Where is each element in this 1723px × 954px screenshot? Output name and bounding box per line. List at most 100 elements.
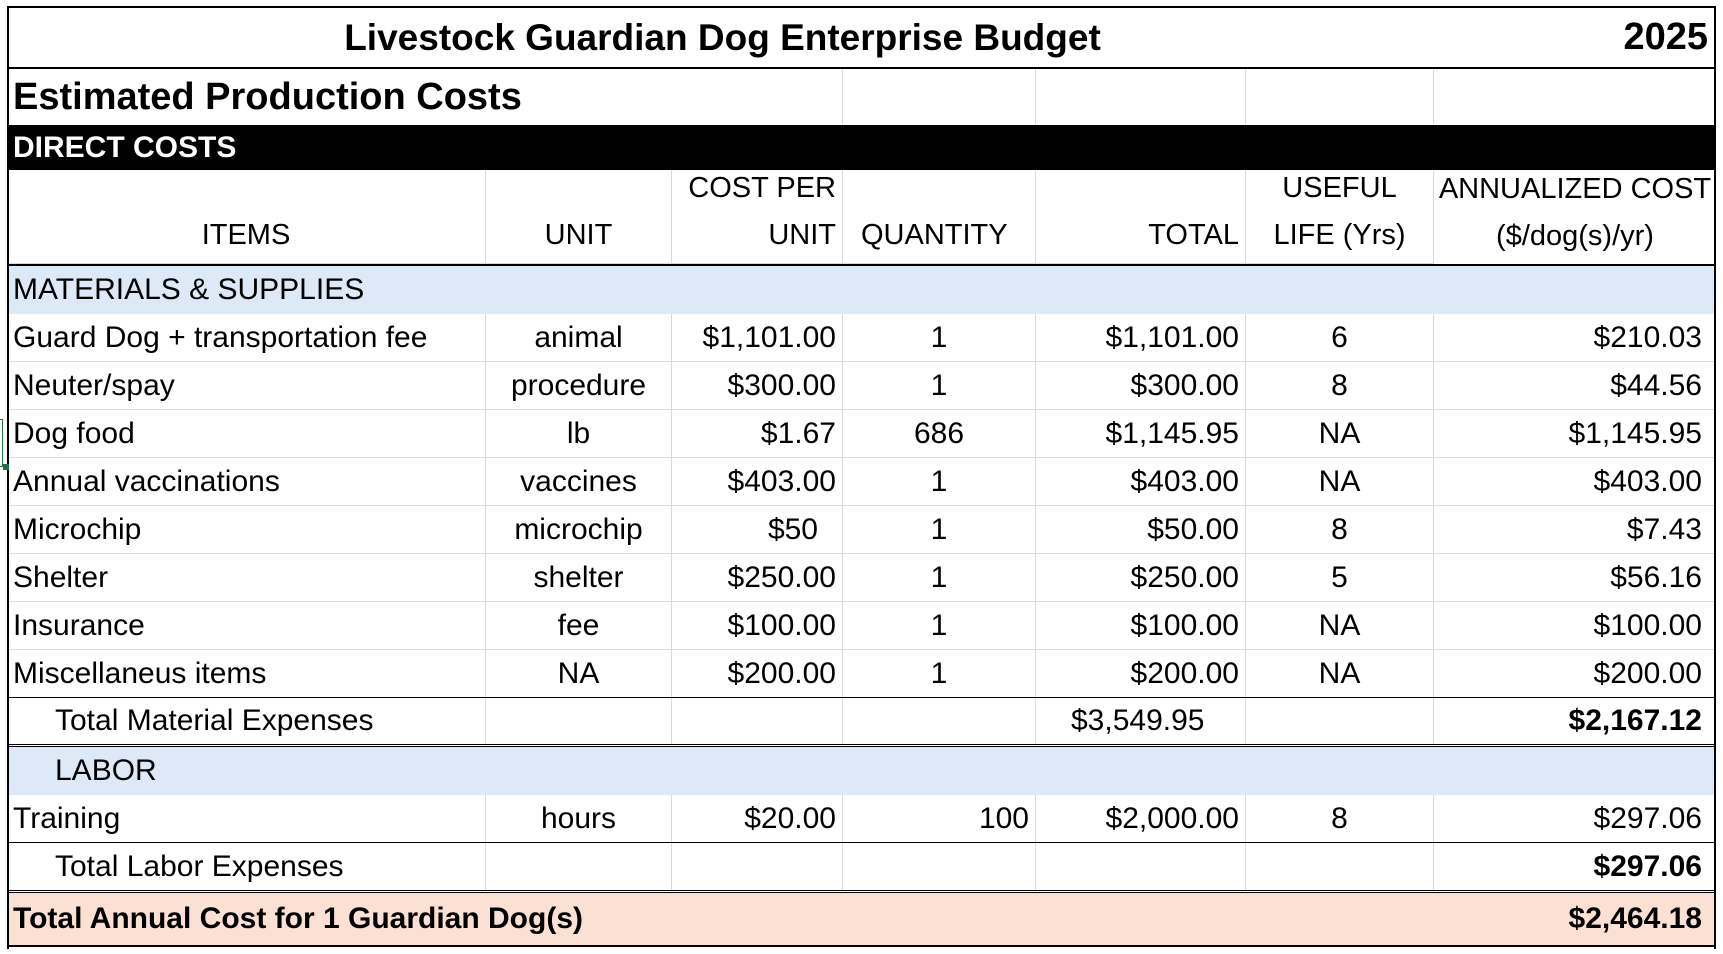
materials-label[interactable]: MATERIALS & SUPPLIES — [13, 273, 365, 306]
item-cell[interactable]: Dog food — [7, 410, 486, 458]
unit-cell[interactable]: lb — [486, 410, 672, 458]
empty-cell[interactable] — [843, 698, 1036, 744]
unit-cell[interactable]: shelter — [486, 554, 672, 602]
labor-label[interactable]: LABOR — [55, 754, 157, 787]
total-cell[interactable]: $1,101.00 — [1036, 314, 1246, 362]
total-material-label[interactable]: Total Material Expenses — [7, 698, 486, 744]
header-unit[interactable]: UNIT — [486, 170, 672, 264]
cost-cell[interactable]: $50 — [672, 506, 843, 554]
annual-cell[interactable]: $56.16 — [1434, 554, 1716, 602]
empty-cell[interactable] — [672, 843, 843, 890]
empty-cell[interactable] — [672, 698, 843, 744]
header-life-line1: USEFUL — [1282, 172, 1397, 204]
total-cell[interactable]: $403.00 — [1036, 458, 1246, 506]
total-material-annual[interactable]: $2,167.12 — [1568, 704, 1702, 737]
cost-cell[interactable]: $1,101.00 — [672, 314, 843, 362]
quantity-cell[interactable]: 1 — [843, 602, 1036, 650]
quantity-cell[interactable]: 1 — [843, 650, 1036, 697]
grand-total-annual[interactable]: $2,464.18 — [1568, 902, 1702, 935]
cost-cell[interactable]: $100.00 — [672, 602, 843, 650]
header-items-text: ITEMS — [201, 219, 291, 251]
annual-cell[interactable]: $1,145.95 — [1434, 410, 1716, 458]
quantity-cell[interactable]: 1 — [843, 362, 1036, 410]
item-cell[interactable]: Annual vaccinations — [7, 458, 486, 506]
quantity-cell[interactable]: 1 — [843, 554, 1036, 602]
total-cell[interactable]: $50.00 — [1036, 506, 1246, 554]
quantity-cell[interactable]: 1 — [843, 506, 1036, 554]
item-cell[interactable]: Guard Dog + transportation fee — [7, 314, 486, 362]
empty-cell[interactable] — [672, 69, 843, 125]
life-cell[interactable]: 6 — [1246, 314, 1434, 362]
cost-cell[interactable]: $403.00 — [672, 458, 843, 506]
unit-cell[interactable]: hours — [486, 795, 672, 842]
life-cell[interactable]: 8 — [1246, 506, 1434, 554]
cost-cell[interactable]: $250.00 — [672, 554, 843, 602]
quantity-cell[interactable]: 1 — [843, 458, 1036, 506]
header-quantity[interactable]: QUANTITY — [843, 170, 1036, 264]
life-cell[interactable]: 8 — [1246, 795, 1434, 842]
unit-cell[interactable]: microchip — [486, 506, 672, 554]
header-items[interactable]: ITEMS — [7, 170, 486, 264]
direct-costs-label[interactable]: DIRECT COSTS — [13, 130, 237, 164]
annual-cell[interactable]: $210.03 — [1434, 314, 1716, 362]
budget-title[interactable]: Livestock Guardian Dog Enterprise Budget — [344, 16, 1101, 58]
unit-cell[interactable]: fee — [486, 602, 672, 650]
total-cell[interactable]: $300.00 — [1036, 362, 1246, 410]
empty-cell[interactable] — [843, 69, 1036, 125]
item-cell[interactable]: Insurance — [7, 602, 486, 650]
annual-cell[interactable]: $403.00 — [1434, 458, 1716, 506]
empty-cell[interactable] — [486, 698, 672, 744]
quantity-cell[interactable]: 1 — [843, 314, 1036, 362]
total-labor-annual[interactable]: $297.06 — [1593, 849, 1702, 883]
unit-cell[interactable]: animal — [486, 314, 672, 362]
life-cell[interactable]: 8 — [1246, 362, 1434, 410]
unit-cell[interactable]: NA — [486, 650, 672, 697]
life-cell[interactable]: NA — [1246, 410, 1434, 458]
cost-cell[interactable]: $300.00 — [672, 362, 843, 410]
empty-cell[interactable] — [1246, 69, 1434, 125]
annual-cell[interactable]: $7.43 — [1434, 506, 1716, 554]
selection-handle[interactable] — [3, 464, 9, 470]
annual-cell[interactable]: $100.00 — [1434, 602, 1716, 650]
empty-cell[interactable] — [486, 843, 672, 890]
header-useful-life[interactable]: USEFUL LIFE (Yrs) — [1246, 170, 1434, 264]
quantity-cell[interactable]: 686 — [843, 410, 1036, 458]
life-cell[interactable]: NA — [1246, 650, 1434, 697]
unit-cell[interactable]: vaccines — [486, 458, 672, 506]
cost-cell[interactable]: $200.00 — [672, 650, 843, 697]
empty-cell[interactable] — [1036, 843, 1246, 890]
cost-cell[interactable]: $20.00 — [672, 795, 843, 842]
item-cell[interactable]: Training — [7, 795, 486, 842]
empty-cell[interactable] — [1246, 843, 1434, 890]
item-cell[interactable]: Microchip — [7, 506, 486, 554]
total-labor-label[interactable]: Total Labor Expenses — [7, 843, 486, 890]
cost-cell[interactable]: $1.67 — [672, 410, 843, 458]
empty-cell[interactable] — [1036, 69, 1246, 125]
annual-cell[interactable]: $297.06 — [1593, 801, 1702, 835]
section-title[interactable]: Estimated Production Costs — [13, 75, 522, 118]
total-cell[interactable]: $200.00 — [1036, 650, 1246, 697]
item-cell[interactable]: Neuter/spay — [7, 362, 486, 410]
header-total[interactable]: TOTAL — [1036, 170, 1246, 264]
grand-total-label[interactable]: Total Annual Cost for 1 Guardian Dog(s) — [13, 902, 583, 935]
unit-cell[interactable]: procedure — [486, 362, 672, 410]
annual-cell[interactable]: $200.00 — [1593, 656, 1702, 690]
empty-cell[interactable] — [843, 843, 1036, 890]
annual-cell[interactable]: $44.56 — [1434, 362, 1716, 410]
quantity-cell[interactable]: 100 — [843, 795, 1036, 842]
header-annualized-cost[interactable]: ANNUALIZED COST ($/dog(s)/yr) — [1434, 170, 1716, 264]
total-cell[interactable]: $100.00 — [1036, 602, 1246, 650]
total-material-total[interactable]: $3,549.95 — [1036, 698, 1246, 744]
budget-year[interactable]: 2025 — [1623, 16, 1708, 58]
item-cell[interactable]: Shelter — [7, 554, 486, 602]
empty-cell[interactable] — [1434, 69, 1716, 125]
total-cell[interactable]: $2,000.00 — [1036, 795, 1246, 842]
life-cell[interactable]: NA — [1246, 458, 1434, 506]
item-cell[interactable]: Miscellaneus items — [7, 650, 486, 697]
total-cell[interactable]: $1,145.95 — [1036, 410, 1246, 458]
empty-cell[interactable] — [1246, 698, 1434, 744]
life-cell[interactable]: NA — [1246, 602, 1434, 650]
header-cost-per-unit[interactable]: COST PER UNIT — [672, 170, 843, 264]
total-cell[interactable]: $250.00 — [1036, 554, 1246, 602]
life-cell[interactable]: 5 — [1246, 554, 1434, 602]
